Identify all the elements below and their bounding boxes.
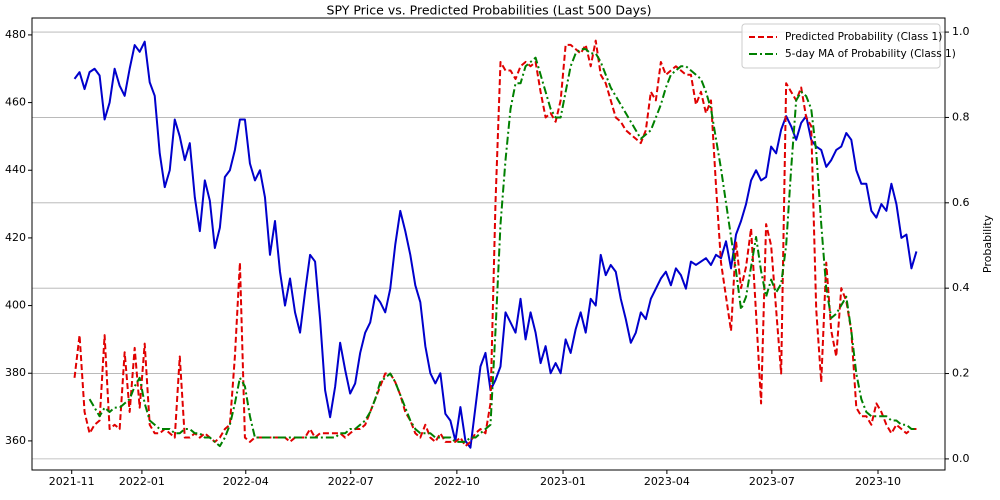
chart-title: SPY Price vs. Predicted Probabilities (L… (327, 3, 652, 18)
y2-tick-label: 0.2 (952, 367, 970, 380)
x-tick-label: 2022-10 (434, 475, 480, 488)
data-line (73, 40, 918, 449)
legend-label: Predicted Probability (Class 1) (785, 31, 942, 43)
legend-box (741, 23, 941, 69)
y2-tick-label: 1.0 (952, 25, 970, 38)
x-tick-label: 2022-01 (119, 475, 165, 488)
y2-tick-label: 0.0 (952, 452, 970, 465)
y2-tick-label: 0.4 (952, 281, 970, 294)
x-tick-label: 2023-10 (855, 475, 901, 488)
y-tick-label: 480 (5, 28, 26, 41)
x-tick-label: 2023-01 (540, 475, 586, 488)
x-tick-label: 2023-07 (749, 475, 795, 488)
y-tick-label: 360 (5, 434, 26, 447)
y-tick-label: 400 (5, 299, 26, 312)
y-tick-label: 460 (5, 96, 26, 109)
data-line (88, 48, 917, 448)
y-tick-label: 440 (5, 163, 26, 176)
y2-tick-label: 0.8 (952, 110, 970, 123)
y2-axis-label: Probability (981, 214, 994, 273)
x-tick-label: 2022-07 (328, 475, 374, 488)
y2-tick-label: 0.6 (952, 196, 970, 209)
plot-frame (31, 17, 946, 471)
y-tick-label: 380 (5, 366, 26, 379)
x-tick-label: 2021-11 (49, 475, 95, 488)
x-tick-label: 2022-04 (223, 475, 269, 488)
legend-label: 5-day MA of Probability (Class 1) (785, 48, 956, 60)
x-tick-label: 2023-04 (644, 475, 690, 488)
y-tick-label: 420 (5, 231, 26, 244)
